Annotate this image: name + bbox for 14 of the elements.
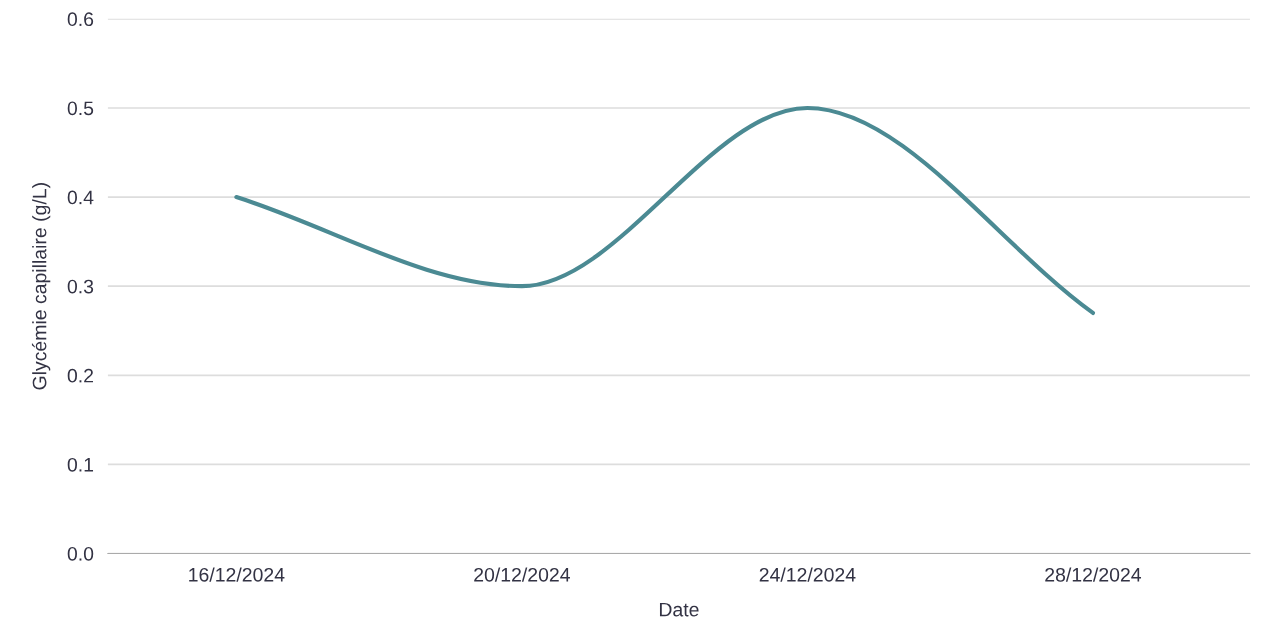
y-tick-label: 0.3 xyxy=(67,279,94,294)
y-tick-label: 0.1 xyxy=(67,457,94,472)
x-axis-title: Date xyxy=(659,602,699,617)
x-tick-label: 16/12/2024 xyxy=(189,567,285,582)
x-tick-label: 28/12/2024 xyxy=(1045,567,1142,582)
y-tick-label: 0.5 xyxy=(67,101,94,116)
y-axis-title: Glycémie capillaire (g/L) xyxy=(31,183,51,390)
x-tick-label: 24/12/2024 xyxy=(759,567,856,582)
y-tick-label: 0.6 xyxy=(67,12,94,27)
line-series xyxy=(234,105,1096,316)
y-tick-label: 0.0 xyxy=(67,546,94,561)
y-tick-label: 0.2 xyxy=(67,368,93,383)
y-tick-label: 0.4 xyxy=(67,190,94,205)
x-tick-label: 20/12/2024 xyxy=(474,567,570,582)
